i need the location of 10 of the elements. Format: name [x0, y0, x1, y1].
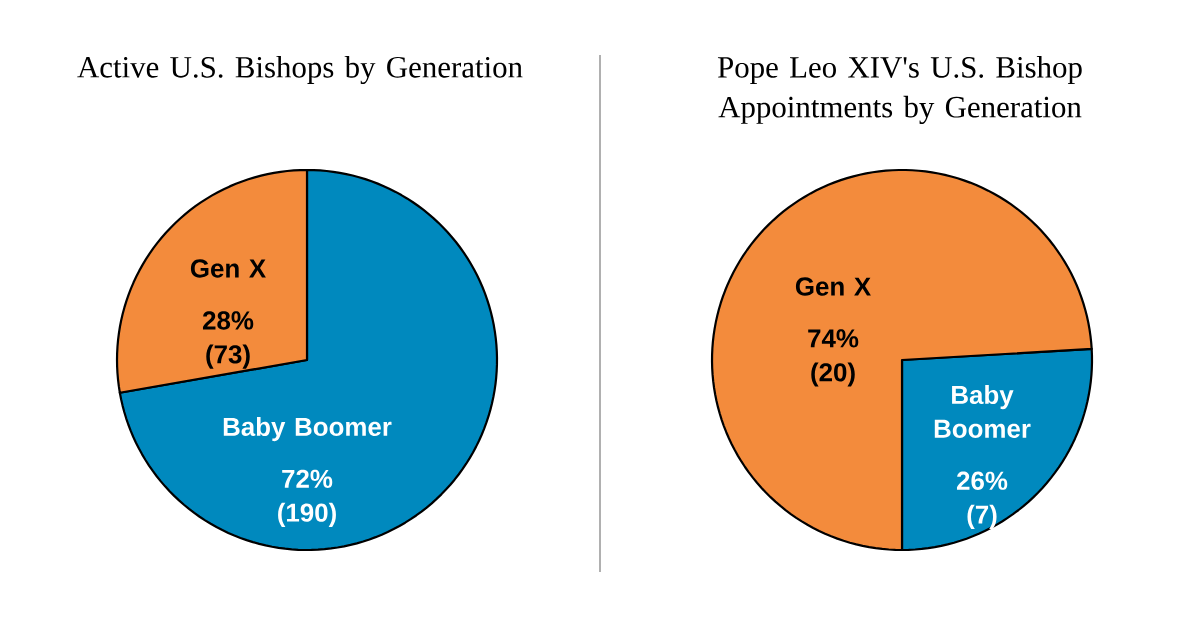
data-label: 74% (20) — [808, 329, 859, 387]
chart-title: Pope Leo XIV's U.S. Bishop Appointments by Generation — [717, 56, 1082, 124]
data-label: 28% (73) — [202, 311, 254, 369]
slice-label: Baby Boomer — [223, 417, 392, 442]
data-label: 26% (7) — [956, 471, 1008, 529]
data-label: 72% (190) — [278, 469, 336, 527]
chart-title: Active U.S. Bishops by Generation — [77, 55, 523, 85]
slice-label: Baby Boomer — [934, 385, 1031, 438]
slice-label: Gen X — [190, 259, 266, 278]
slice-label: Gen X — [795, 277, 871, 296]
